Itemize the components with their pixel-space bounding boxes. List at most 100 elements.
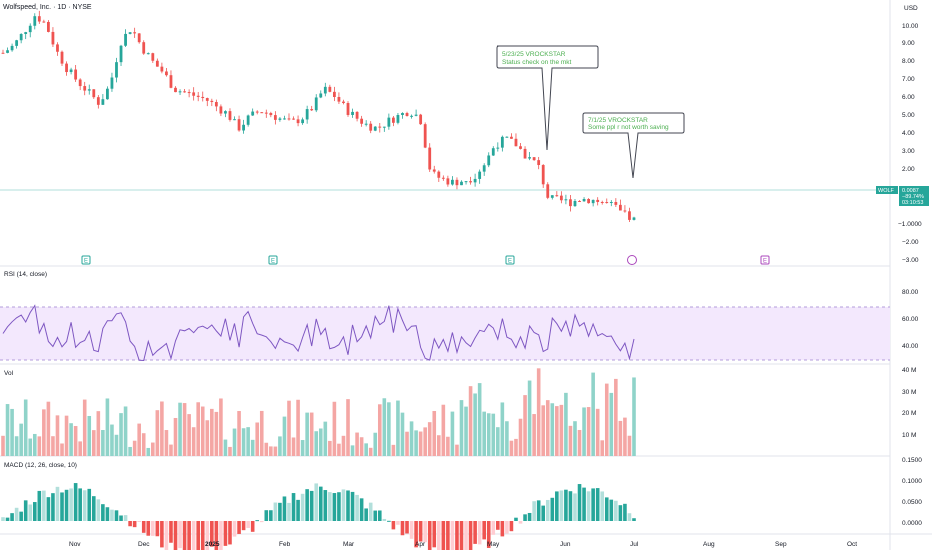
- macd-histogram-bar[interactable]: [523, 514, 527, 521]
- macd-histogram-bar[interactable]: [364, 508, 368, 521]
- candle-body[interactable]: [628, 211, 631, 220]
- macd-histogram-bar[interactable]: [573, 493, 577, 521]
- candle-body[interactable]: [124, 33, 127, 46]
- volume-bar[interactable]: [364, 443, 368, 456]
- volume-bar[interactable]: [550, 403, 555, 456]
- volume-bar[interactable]: [259, 410, 264, 456]
- macd-histogram-bar[interactable]: [618, 505, 623, 521]
- macd-histogram-bar[interactable]: [373, 510, 378, 521]
- volume-bar[interactable]: [264, 442, 269, 456]
- volume-bar[interactable]: [436, 435, 441, 456]
- volume-bar[interactable]: [518, 418, 523, 456]
- macd-histogram-bar[interactable]: [205, 521, 210, 550]
- macd-histogram-bar[interactable]: [377, 510, 382, 521]
- candle-body[interactable]: [87, 89, 91, 91]
- candle-body[interactable]: [169, 75, 173, 88]
- macd-histogram-bar[interactable]: [269, 510, 273, 521]
- macd-histogram-bar[interactable]: [119, 515, 123, 521]
- candle-body[interactable]: [6, 50, 9, 53]
- volume-bar[interactable]: [119, 413, 123, 456]
- candle-body[interactable]: [573, 200, 577, 207]
- volume-bar[interactable]: [309, 412, 314, 456]
- macd-histogram-bar[interactable]: [614, 500, 618, 521]
- macd-histogram-bar[interactable]: [341, 489, 346, 521]
- volume-bar[interactable]: [373, 432, 378, 456]
- candle-body[interactable]: [42, 21, 46, 23]
- candle-body[interactable]: [319, 93, 323, 98]
- macd-histogram-bar[interactable]: [264, 510, 269, 521]
- macd-histogram-bar[interactable]: [604, 497, 609, 521]
- volume-bar[interactable]: [505, 421, 509, 456]
- volume-bar[interactable]: [600, 440, 605, 456]
- candle-body[interactable]: [460, 181, 463, 186]
- candle-body[interactable]: [233, 119, 236, 121]
- volume-bar[interactable]: [300, 440, 305, 456]
- candle-body[interactable]: [432, 169, 436, 172]
- volume-bar[interactable]: [123, 406, 128, 456]
- candle-body[interactable]: [51, 31, 55, 45]
- candle-body[interactable]: [473, 178, 477, 183]
- volume-bar[interactable]: [287, 400, 291, 456]
- volume-bar[interactable]: [14, 436, 19, 456]
- candle-body[interactable]: [65, 63, 68, 73]
- candle-body[interactable]: [228, 111, 232, 120]
- volume-bar[interactable]: [618, 420, 623, 456]
- volume-bar[interactable]: [536, 368, 541, 456]
- candle-body[interactable]: [328, 86, 332, 92]
- macd-histogram-bar[interactable]: [178, 521, 182, 549]
- volume-bar[interactable]: [255, 422, 260, 456]
- volume-bar[interactable]: [514, 438, 518, 456]
- macd-histogram-bar[interactable]: [468, 521, 473, 550]
- volume-bar[interactable]: [627, 435, 632, 456]
- volume-bar[interactable]: [595, 408, 600, 456]
- macd-histogram-bar[interactable]: [323, 490, 328, 521]
- macd-histogram-bar[interactable]: [459, 521, 464, 550]
- candle-body[interactable]: [205, 98, 209, 101]
- macd-histogram-bar[interactable]: [237, 521, 241, 534]
- volume-bar[interactable]: [500, 402, 505, 456]
- volume-bar[interactable]: [19, 423, 23, 456]
- volume-bar[interactable]: [432, 411, 437, 456]
- candle-body[interactable]: [401, 113, 404, 116]
- candle-body[interactable]: [119, 45, 123, 63]
- candle-body[interactable]: [187, 92, 191, 94]
- volume-bar[interactable]: [468, 386, 473, 456]
- volume-bar[interactable]: [69, 423, 73, 456]
- macd-histogram-bar[interactable]: [69, 488, 73, 521]
- volume-bar[interactable]: [582, 407, 586, 456]
- candle-body[interactable]: [405, 113, 409, 116]
- volume-bar[interactable]: [223, 439, 228, 456]
- volume-bar[interactable]: [559, 404, 564, 456]
- candle-body[interactable]: [505, 136, 509, 138]
- earnings-marker[interactable]: [268, 255, 278, 265]
- candle-body[interactable]: [224, 111, 227, 114]
- volume-bar[interactable]: [337, 443, 341, 456]
- volume-bar[interactable]: [614, 378, 618, 456]
- volume-bar[interactable]: [78, 441, 82, 456]
- macd-histogram-bar[interactable]: [586, 491, 591, 521]
- macd-histogram-bar[interactable]: [278, 502, 282, 521]
- candle-body[interactable]: [614, 202, 618, 205]
- macd-histogram-bar[interactable]: [305, 489, 309, 521]
- macd-histogram-bar[interactable]: [210, 521, 214, 547]
- volume-bar[interactable]: [196, 402, 201, 456]
- macd-histogram-bar[interactable]: [191, 521, 196, 550]
- macd-histogram-bar[interactable]: [545, 499, 550, 521]
- candle-body[interactable]: [178, 91, 182, 93]
- macd-histogram-bar[interactable]: [291, 493, 296, 521]
- macd-histogram-bar[interactable]: [477, 521, 482, 545]
- volume-bar[interactable]: [91, 430, 96, 456]
- candle-body[interactable]: [609, 202, 613, 204]
- macd-histogram-bar[interactable]: [10, 513, 14, 521]
- volume-bar[interactable]: [464, 406, 468, 456]
- candle-body[interactable]: [283, 118, 286, 120]
- volume-bar[interactable]: [5, 404, 10, 456]
- macd-histogram-bar[interactable]: [123, 515, 128, 521]
- candle-body[interactable]: [323, 86, 327, 94]
- volume-bar[interactable]: [350, 445, 355, 456]
- volume-bar[interactable]: [191, 427, 196, 456]
- candle-body[interactable]: [623, 210, 627, 212]
- candle-body[interactable]: [351, 111, 354, 115]
- volume-bar[interactable]: [228, 446, 232, 456]
- candle-body[interactable]: [174, 87, 177, 93]
